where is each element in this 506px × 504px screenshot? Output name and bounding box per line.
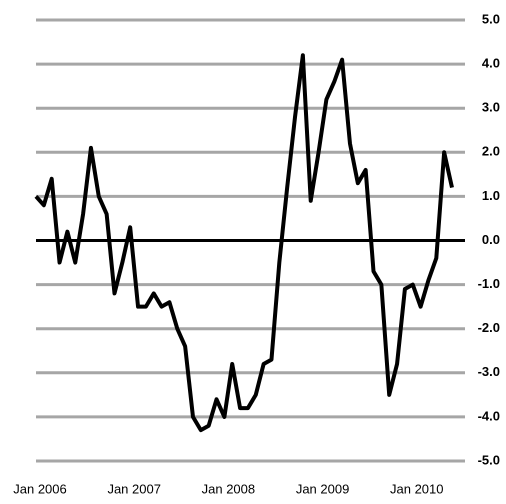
x-tick-label: Jan 2010 bbox=[390, 481, 444, 496]
y-tick-label: 1.0 bbox=[482, 188, 500, 203]
y-tick-label: 3.0 bbox=[482, 100, 500, 115]
x-tick-label: Jan 2009 bbox=[296, 481, 350, 496]
y-tick-label: 4.0 bbox=[482, 56, 500, 71]
y-tick-label: -2.0 bbox=[478, 320, 500, 335]
data-line bbox=[34, 53, 454, 433]
y-tick-label: -3.0 bbox=[478, 364, 500, 379]
x-tick-label: Jan 2008 bbox=[202, 481, 256, 496]
y-tick-label: -4.0 bbox=[478, 408, 500, 423]
y-tick-label: -5.0 bbox=[478, 452, 500, 467]
y-tick-label: -1.0 bbox=[478, 276, 500, 291]
x-tick-label: Jan 2007 bbox=[107, 481, 161, 496]
y-tick-label: 0.0 bbox=[482, 232, 500, 247]
x-tick-label: Jan 2006 bbox=[13, 481, 67, 496]
y-tick-label: 2.0 bbox=[482, 144, 500, 159]
y-tick-label: 5.0 bbox=[482, 11, 500, 26]
